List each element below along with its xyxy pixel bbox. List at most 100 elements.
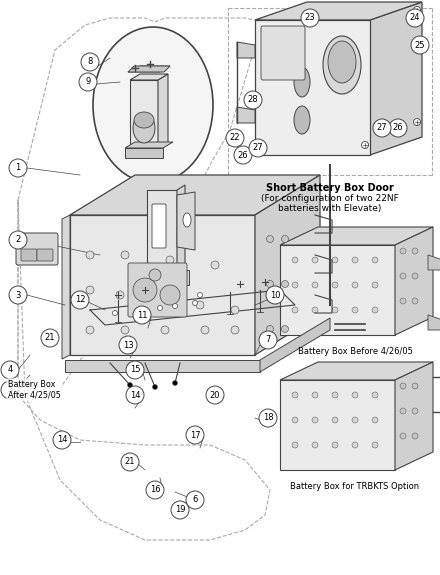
Text: 26: 26 bbox=[238, 151, 248, 159]
Circle shape bbox=[1, 361, 19, 379]
Circle shape bbox=[282, 325, 289, 332]
Polygon shape bbox=[143, 270, 189, 285]
Polygon shape bbox=[255, 2, 422, 20]
Text: 20: 20 bbox=[210, 390, 220, 400]
Circle shape bbox=[389, 119, 407, 137]
Circle shape bbox=[406, 9, 424, 27]
Circle shape bbox=[414, 118, 421, 125]
Text: 4: 4 bbox=[7, 366, 13, 374]
Circle shape bbox=[186, 426, 204, 444]
Circle shape bbox=[116, 291, 124, 299]
Text: 7: 7 bbox=[265, 335, 271, 344]
Circle shape bbox=[234, 146, 252, 164]
Circle shape bbox=[412, 298, 418, 304]
Circle shape bbox=[206, 386, 224, 404]
Ellipse shape bbox=[294, 67, 310, 97]
Circle shape bbox=[186, 491, 204, 509]
Circle shape bbox=[266, 286, 284, 304]
Circle shape bbox=[211, 261, 219, 269]
Polygon shape bbox=[370, 2, 422, 155]
Text: 11: 11 bbox=[137, 310, 147, 320]
Circle shape bbox=[259, 409, 277, 427]
Polygon shape bbox=[90, 290, 280, 318]
Circle shape bbox=[119, 336, 137, 354]
Polygon shape bbox=[130, 74, 168, 80]
Circle shape bbox=[128, 382, 132, 388]
Circle shape bbox=[53, 431, 71, 449]
Polygon shape bbox=[128, 66, 170, 72]
Circle shape bbox=[411, 36, 429, 54]
Circle shape bbox=[259, 331, 277, 349]
Circle shape bbox=[86, 326, 94, 334]
FancyBboxPatch shape bbox=[37, 249, 53, 261]
Circle shape bbox=[172, 304, 177, 309]
Circle shape bbox=[400, 383, 406, 389]
Circle shape bbox=[9, 231, 27, 249]
Circle shape bbox=[79, 73, 97, 91]
Polygon shape bbox=[90, 290, 295, 325]
Circle shape bbox=[312, 282, 318, 288]
Circle shape bbox=[121, 453, 139, 471]
Text: 22: 22 bbox=[230, 133, 240, 143]
Polygon shape bbox=[128, 66, 170, 72]
Text: 3: 3 bbox=[15, 290, 21, 300]
Circle shape bbox=[332, 282, 338, 288]
Text: 6: 6 bbox=[192, 496, 198, 504]
Circle shape bbox=[373, 119, 391, 137]
Text: (For configuration of two 22NF: (For configuration of two 22NF bbox=[261, 194, 399, 203]
Polygon shape bbox=[260, 318, 330, 372]
Text: 27: 27 bbox=[377, 124, 387, 132]
Circle shape bbox=[372, 282, 378, 288]
Circle shape bbox=[161, 326, 169, 334]
Circle shape bbox=[292, 257, 298, 263]
Ellipse shape bbox=[183, 213, 191, 227]
Circle shape bbox=[312, 442, 318, 448]
Circle shape bbox=[362, 141, 368, 148]
Text: 28: 28 bbox=[248, 95, 258, 105]
Ellipse shape bbox=[328, 41, 356, 83]
Circle shape bbox=[312, 392, 318, 398]
Circle shape bbox=[400, 273, 406, 279]
Text: 9: 9 bbox=[85, 78, 91, 86]
Circle shape bbox=[282, 281, 289, 288]
FancyBboxPatch shape bbox=[152, 204, 166, 248]
Circle shape bbox=[372, 392, 378, 398]
Ellipse shape bbox=[134, 112, 154, 128]
Text: Battery Box
After 4/25/05: Battery Box After 4/25/05 bbox=[8, 380, 61, 400]
Circle shape bbox=[121, 251, 129, 259]
Circle shape bbox=[172, 381, 177, 385]
Circle shape bbox=[146, 481, 164, 499]
Circle shape bbox=[412, 383, 418, 389]
Circle shape bbox=[242, 147, 248, 153]
Circle shape bbox=[81, 53, 99, 71]
FancyBboxPatch shape bbox=[261, 26, 305, 80]
Polygon shape bbox=[280, 227, 433, 245]
Text: 26: 26 bbox=[392, 124, 403, 132]
Circle shape bbox=[244, 91, 262, 109]
Text: 23: 23 bbox=[304, 13, 315, 22]
Text: 13: 13 bbox=[123, 340, 133, 350]
Polygon shape bbox=[125, 148, 163, 158]
Circle shape bbox=[352, 257, 358, 263]
Circle shape bbox=[400, 248, 406, 254]
Circle shape bbox=[312, 257, 318, 263]
Polygon shape bbox=[125, 142, 173, 148]
Circle shape bbox=[352, 282, 358, 288]
FancyBboxPatch shape bbox=[128, 263, 187, 317]
Circle shape bbox=[332, 257, 338, 263]
Circle shape bbox=[400, 408, 406, 414]
Text: 10: 10 bbox=[270, 290, 280, 300]
Circle shape bbox=[226, 129, 244, 147]
Circle shape bbox=[267, 281, 274, 288]
Circle shape bbox=[292, 282, 298, 288]
Circle shape bbox=[153, 385, 158, 389]
Text: 14: 14 bbox=[57, 435, 67, 444]
Circle shape bbox=[171, 501, 189, 519]
Text: 24: 24 bbox=[410, 13, 420, 22]
Polygon shape bbox=[237, 107, 255, 123]
Text: 17: 17 bbox=[190, 431, 200, 439]
Text: batteries with Elevate): batteries with Elevate) bbox=[279, 204, 381, 213]
Polygon shape bbox=[177, 192, 195, 250]
Text: 21: 21 bbox=[45, 334, 55, 343]
Circle shape bbox=[126, 386, 144, 404]
